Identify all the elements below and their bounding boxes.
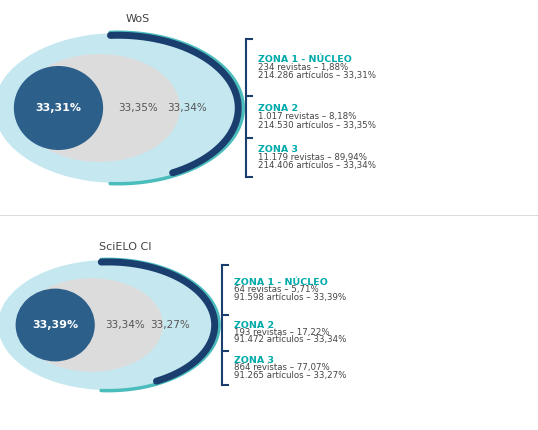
Ellipse shape	[14, 66, 103, 150]
Ellipse shape	[16, 289, 95, 361]
Text: 234 revistas – 1,88%: 234 revistas – 1,88%	[258, 63, 348, 72]
Text: SciELO CI: SciELO CI	[100, 242, 152, 252]
Text: ZONA 3: ZONA 3	[234, 356, 274, 365]
Text: 91.265 artículos – 33,27%: 91.265 artículos – 33,27%	[234, 371, 346, 380]
Text: 91.472 artículos – 33,34%: 91.472 artículos – 33,34%	[234, 335, 346, 344]
Text: 33,34%: 33,34%	[167, 103, 207, 113]
Text: 214.530 artículos – 33,35%: 214.530 artículos – 33,35%	[258, 121, 376, 130]
Text: 214.286 artículos – 33,31%: 214.286 artículos – 33,31%	[258, 71, 376, 80]
Text: 193 revistas – 17,22%: 193 revistas – 17,22%	[234, 328, 330, 337]
Text: 33,34%: 33,34%	[105, 320, 145, 330]
Text: ZONA 1 - NÚCLEO: ZONA 1 - NÚCLEO	[234, 278, 328, 287]
Text: 11.179 revistas – 89,94%: 11.179 revistas – 89,94%	[258, 153, 367, 162]
Text: ZONA 3: ZONA 3	[258, 145, 298, 154]
Text: 214.406 artículos – 33,34%: 214.406 artículos – 33,34%	[258, 161, 376, 170]
Text: 33,27%: 33,27%	[150, 320, 189, 330]
Ellipse shape	[0, 260, 218, 390]
Text: 91.598 artículos – 33,39%: 91.598 artículos – 33,39%	[234, 292, 346, 301]
Ellipse shape	[20, 278, 163, 372]
Text: ZONA 1 - NÚCLEO: ZONA 1 - NÚCLEO	[258, 55, 352, 64]
Text: 1.017 revistas – 8,18%: 1.017 revistas – 8,18%	[258, 113, 356, 122]
Ellipse shape	[19, 54, 180, 162]
Ellipse shape	[0, 33, 242, 183]
Text: ZONA 2: ZONA 2	[234, 321, 274, 330]
Text: 864 revistas – 77,07%: 864 revistas – 77,07%	[234, 363, 330, 372]
Text: WoS: WoS	[126, 14, 150, 24]
Text: 33,35%: 33,35%	[118, 103, 158, 113]
Text: 33,39%: 33,39%	[32, 320, 78, 330]
Text: ZONA 2: ZONA 2	[258, 104, 298, 113]
Text: 64 revistas – 5,71%: 64 revistas – 5,71%	[234, 286, 318, 295]
Text: 33,31%: 33,31%	[36, 103, 81, 113]
